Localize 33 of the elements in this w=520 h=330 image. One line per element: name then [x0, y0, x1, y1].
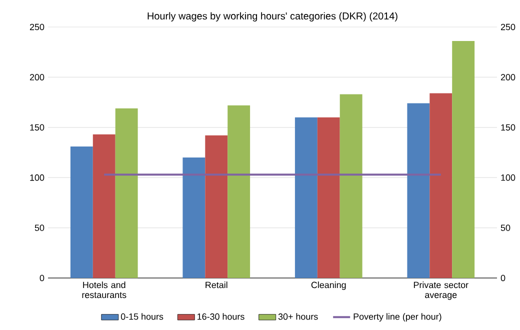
legend-label: 16-30 hours	[198, 313, 244, 320]
x-tick-label: Retail	[206, 282, 228, 288]
y2-tick-label: 50	[500, 224, 510, 231]
bar	[407, 103, 430, 278]
bar	[317, 117, 340, 278]
y2-tick-label: 150	[501, 124, 516, 131]
y-tick-label: 200	[30, 74, 44, 80]
x-tick-label: Hotels and restaurants	[82, 282, 126, 298]
bar	[115, 108, 138, 278]
bar	[340, 94, 362, 278]
y-tick-label: 100	[30, 174, 44, 181]
chart-title: Hourly wages by working hours' categories (DKR) (2014)	[148, 12, 398, 22]
bar	[430, 93, 452, 278]
bar	[92, 134, 116, 278]
bar	[182, 158, 206, 278]
y-tick-label: 0	[40, 274, 44, 282]
y2-tick-label: 200	[500, 74, 516, 80]
bar	[228, 105, 250, 278]
legend-label: 0-15 hours	[120, 313, 164, 320]
y-tick-label: 150	[30, 124, 44, 131]
bar	[294, 117, 318, 278]
y2-tick-label: 250	[500, 24, 516, 30]
y-tick-label: 50	[34, 224, 44, 231]
bar	[452, 41, 475, 278]
bar	[205, 135, 228, 278]
bar	[70, 146, 93, 278]
legend-label: 30+ hours	[278, 313, 318, 320]
y-tick-label: 250	[30, 24, 44, 30]
y2-tick-label: 0	[500, 274, 506, 282]
y2-tick-label: 100	[501, 174, 516, 181]
x-tick-label: Private sector average	[414, 282, 468, 300]
legend-label: Poverty line (per hour)	[354, 313, 442, 322]
x-tick-label: Cleaning	[311, 282, 346, 290]
